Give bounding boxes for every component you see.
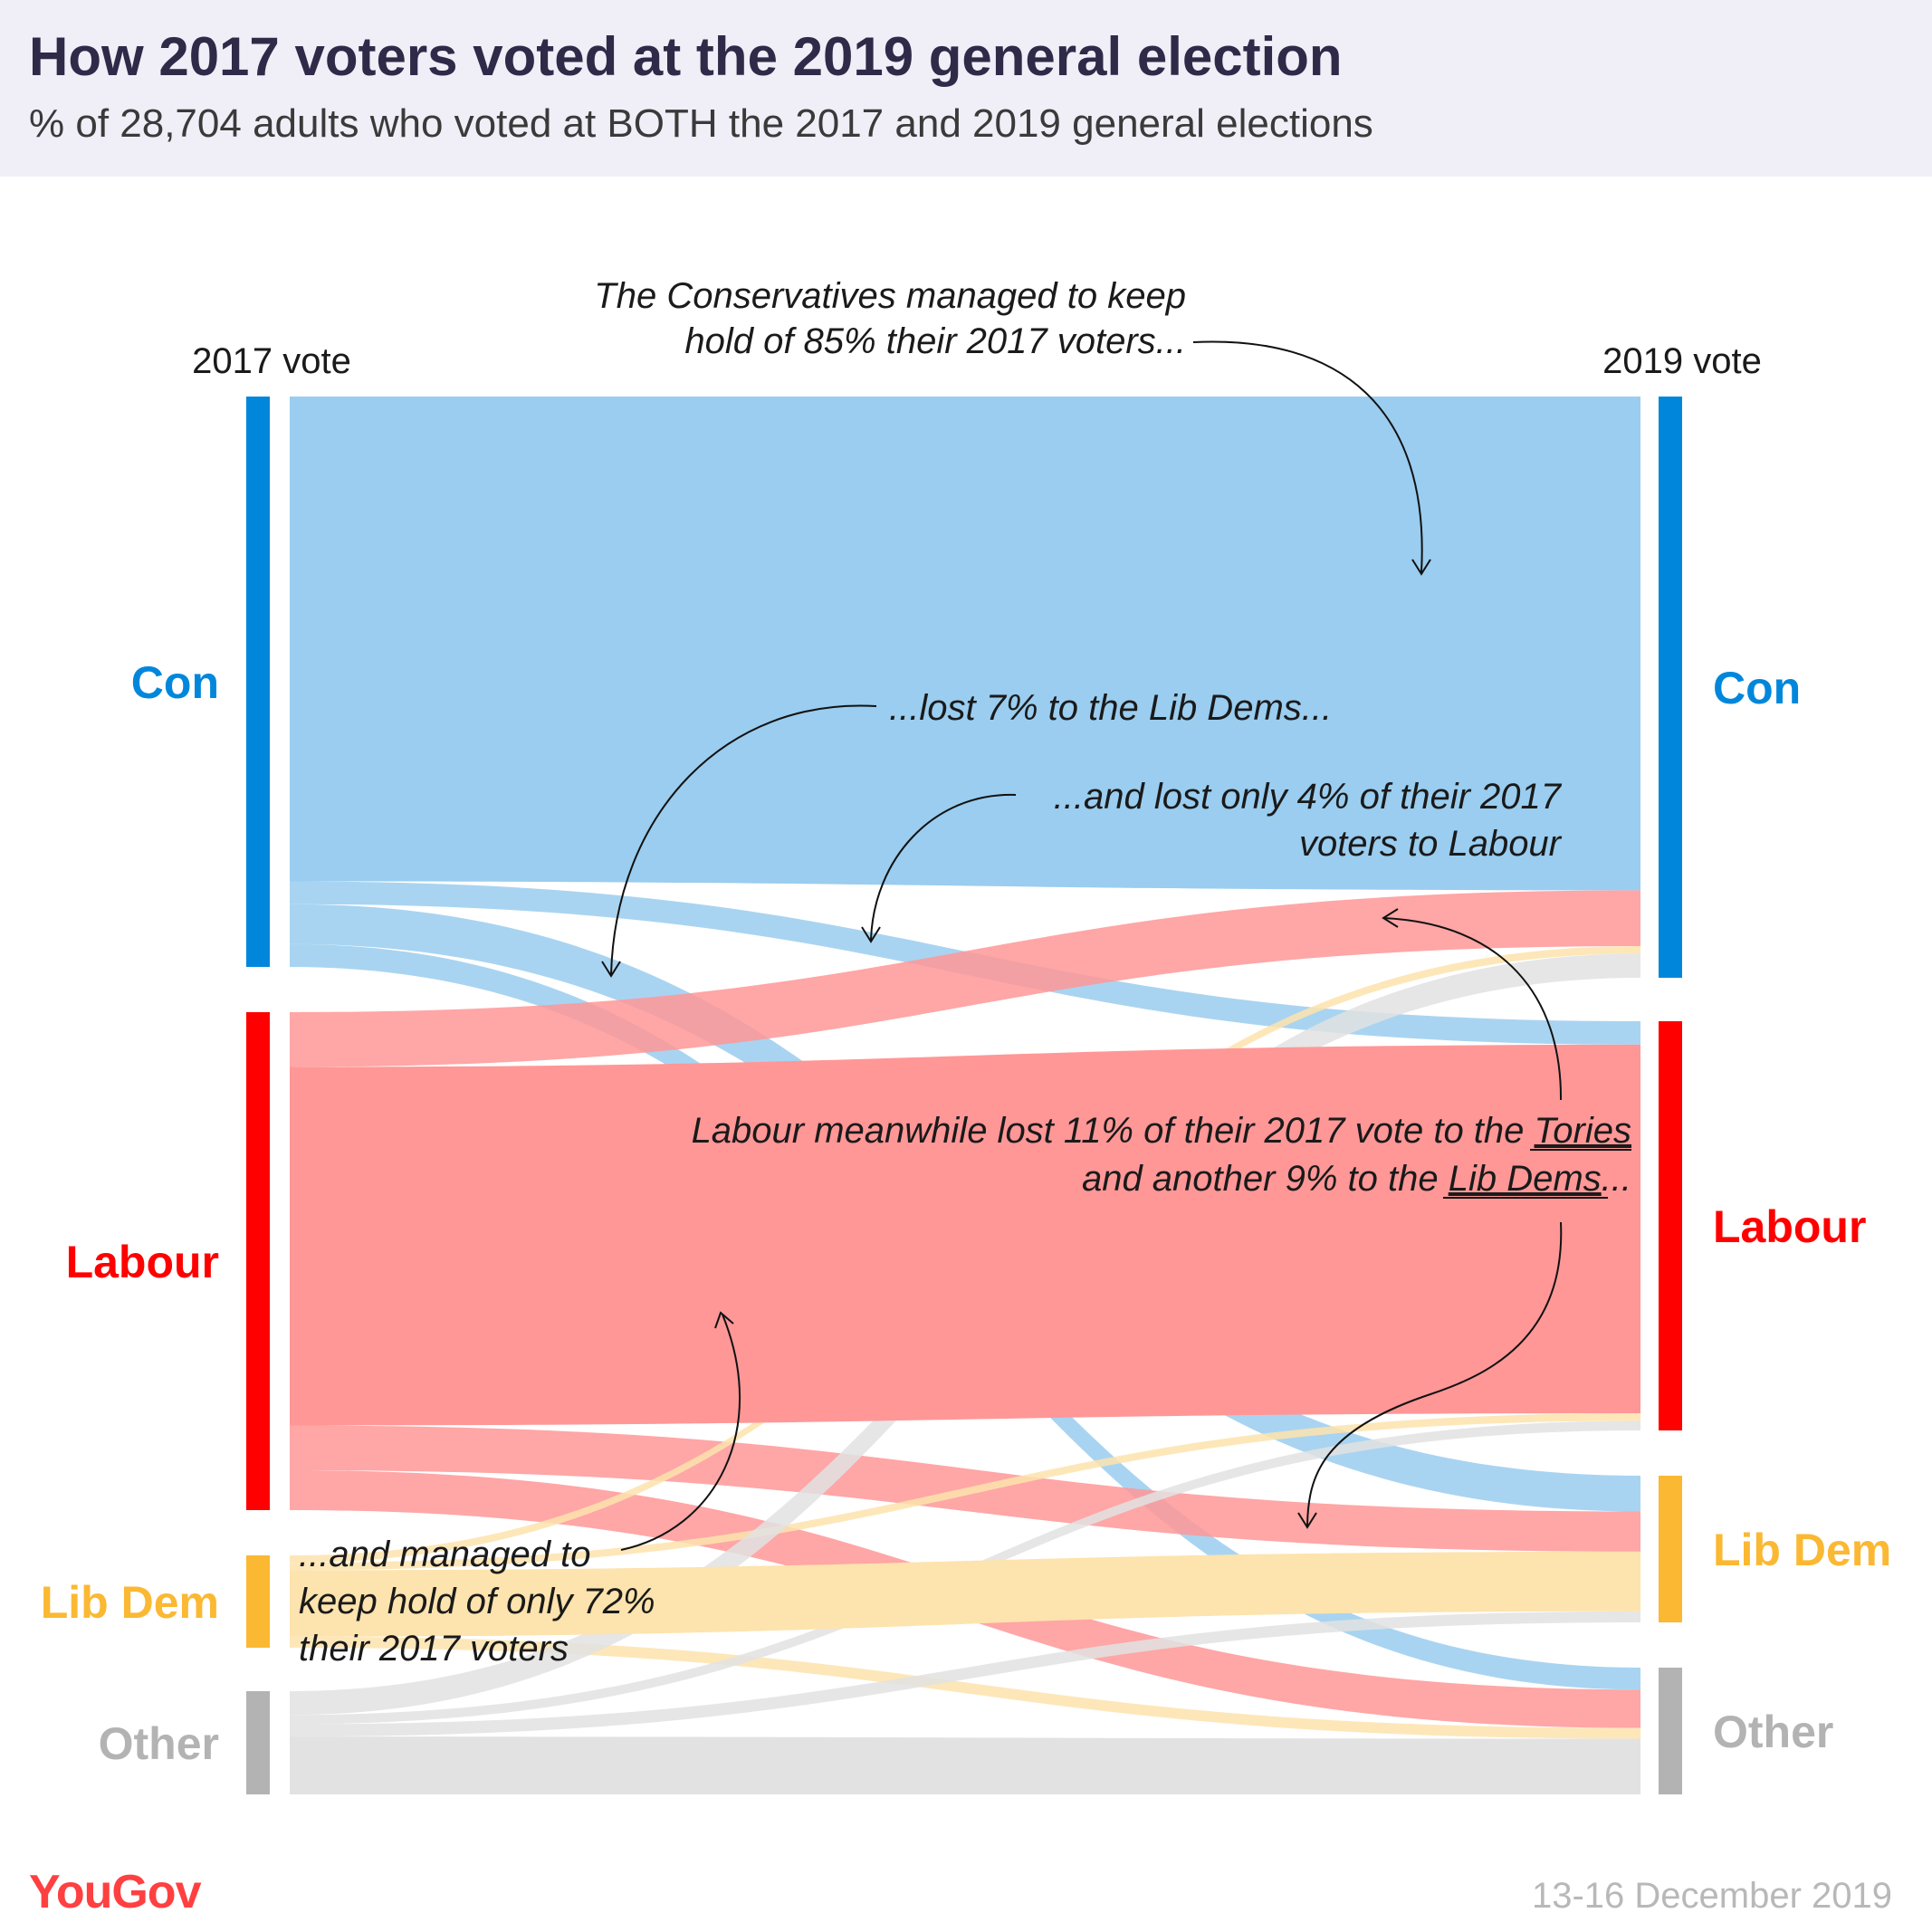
bar-2017-lib-dem [246,1555,270,1648]
party-labels: Con Labour Lib Dem Other Con Labour Lib Dem Oth… [41,657,1892,1769]
flow-other-to-lib-dem [290,1611,1640,1737]
yougov-logo: YouGov [29,1866,202,1918]
bar-2019-labour [1659,1021,1682,1430]
arrow-head [861,926,881,943]
flow-con-to-con [290,397,1640,891]
annotation-arrow [1192,340,1423,573]
annotation-line: voters to Labour [1299,824,1563,864]
annotation-labour-kept: ...and managed to keep hold of only 72% … [299,1311,741,1669]
label-2019-lib-dem: Lib Dem [1713,1525,1891,1575]
chart-title: How 2017 voters voted at the 2019 genera… [29,26,1343,87]
bar-2019-lib-dem [1659,1476,1682,1622]
flow-other-to-other [290,1736,1640,1794]
annotation-arrow [620,1314,741,1551]
flow-links [290,397,1640,1794]
right-column-heading: 2019 vote [1602,341,1762,381]
survey-date: 13-16 December 2019 [1532,1876,1892,1916]
label-2019-con: Con [1713,663,1801,713]
flow-lib-dem-to-other [290,1636,1640,1739]
annotation-con-libdem: ...lost 7% to the Lib Dems... [601,688,1332,978]
annotation-line: and another 9% to the Lib Dems... [1082,1159,1631,1199]
arrow-head [1297,1512,1317,1529]
arrow-head [714,1311,734,1329]
annotation-labour-losses: Labour meanwhile lost 11% of their 2017 … [692,908,1631,1529]
annotation-con-kept: The Conservatives managed to keep hold o… [594,276,1431,576]
annotation-line: ...lost 7% to the Lib Dems... [889,688,1332,728]
annotation-line: Labour meanwhile lost 11% of their 2017 … [692,1111,1631,1151]
arrow-head [601,961,621,978]
annotation-line: their 2017 voters [299,1629,569,1669]
chart-subtitle: % of 28,704 adults who voted at BOTH the… [29,101,1373,146]
bar-2019-con [1659,397,1682,978]
annotation-line: The Conservatives managed to keep [594,276,1186,316]
arrow-head [1411,559,1431,576]
flow-lib-dem-to-labour [290,1413,1640,1571]
flow-labour-to-con [290,890,1640,1067]
bar-2017-labour [246,1012,270,1510]
annotation-line: keep hold of only 72% [299,1582,655,1621]
label-2017-lib-dem: Lib Dem [41,1577,219,1628]
annotation-arrow [1306,1221,1563,1526]
header-banner: How 2017 voters voted at the 2019 genera… [0,0,1932,177]
annotation-line: ...and lost only 4% of their 2017 [1054,777,1563,817]
flow-labour-to-labour [290,1044,1640,1426]
annotation-arrow [610,704,877,975]
label-2019-other: Other [1713,1707,1833,1757]
annotation-con-labour: ...and lost only 4% of their 2017 voters… [861,777,1563,943]
label-2019-labour: Labour [1713,1201,1866,1252]
left-column-heading: 2017 vote [192,341,351,381]
label-2017-labour: Labour [66,1237,219,1287]
annotation-line: hold of 85% their 2017 voters... [684,321,1186,361]
annotation-arrow [1382,917,1563,1101]
bar-2017-other [246,1691,270,1794]
flow-lib-dem-to-lib-dem [290,1551,1640,1637]
label-2017-other: Other [99,1718,219,1769]
annotation-arrow [870,793,1017,941]
annotation-line: ...and managed to [299,1535,590,1574]
label-2017-con: Con [131,657,219,708]
party-bars [246,397,1682,1794]
bar-2019-other [1659,1668,1682,1794]
bar-2017-con [246,397,270,967]
arrow-head [1382,908,1399,928]
